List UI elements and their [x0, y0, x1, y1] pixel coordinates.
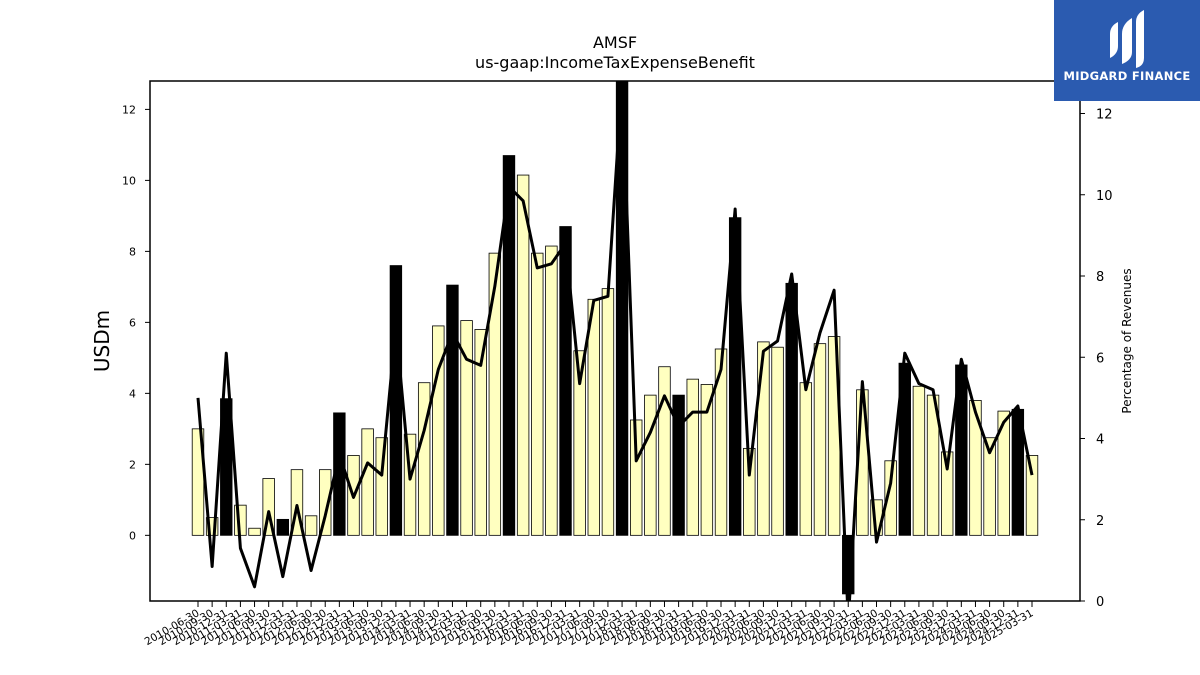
- bar: [502, 155, 516, 536]
- y-tick-label: 2: [129, 458, 136, 471]
- bar: [573, 350, 586, 536]
- logo-mark-icon: [1110, 10, 1144, 68]
- y2-tick-label: 2: [1096, 514, 1104, 529]
- bar: [432, 325, 445, 536]
- bar: [516, 174, 530, 536]
- bar: [757, 341, 770, 536]
- line-group: [196, 81, 1034, 601]
- bar: [474, 329, 487, 536]
- y-axis-label: USDm: [90, 310, 114, 372]
- bar: [686, 378, 699, 536]
- bar: [262, 478, 275, 536]
- y2-tick-label: 0: [1096, 595, 1104, 610]
- bar: [319, 469, 332, 536]
- bar: [545, 245, 558, 536]
- bar: [361, 428, 374, 536]
- bar: [813, 343, 827, 536]
- bar: [290, 469, 304, 536]
- series-line: [196, 81, 1034, 601]
- bar: [205, 517, 219, 536]
- bar-group: [191, 81, 1039, 595]
- y-tick-label: 8: [129, 245, 136, 258]
- plot-frame: [149, 80, 1081, 602]
- bar: [446, 284, 459, 536]
- bar: [460, 320, 473, 536]
- bar: [969, 400, 982, 536]
- bar: [403, 433, 417, 536]
- y-tick-label: 12: [122, 103, 136, 116]
- bar: [912, 385, 926, 536]
- y2-tick-label: 6: [1096, 351, 1104, 366]
- bar: [276, 518, 290, 536]
- bar: [658, 366, 671, 536]
- bar: [559, 226, 572, 536]
- y2-tick-label: 4: [1096, 433, 1104, 448]
- bar: [983, 437, 996, 536]
- bar: [488, 252, 502, 536]
- bar: [785, 282, 798, 536]
- y-tick-label: 6: [129, 316, 136, 329]
- bar: [884, 460, 897, 536]
- bar: [389, 265, 403, 536]
- bar: [997, 410, 1010, 536]
- y2-tick-label: 8: [1096, 270, 1104, 285]
- bar: [304, 515, 318, 536]
- bar: [375, 437, 388, 536]
- bar: [799, 382, 813, 536]
- y-tick-label: 4: [129, 387, 136, 400]
- bar: [672, 394, 685, 536]
- bar: [630, 419, 643, 536]
- bar: [220, 398, 233, 536]
- y-tick-label: 0: [129, 529, 136, 542]
- bar: [714, 348, 728, 536]
- bar: [587, 298, 600, 536]
- bar: [615, 81, 629, 536]
- bar: [531, 252, 544, 536]
- y2-tick-label: 12: [1096, 108, 1113, 123]
- midgard-finance-logo: MIDGARD FINANCE: [1054, 0, 1200, 101]
- bar: [1025, 455, 1039, 536]
- bar: [417, 382, 431, 536]
- y2-axis-label: Percentage of Revenues: [1120, 268, 1134, 413]
- y2-tick-label: 10: [1096, 189, 1113, 204]
- chart-title: AMSF: [592, 33, 638, 52]
- y-tick-label: 10: [122, 174, 136, 187]
- bar: [601, 288, 615, 536]
- bar: [700, 384, 714, 536]
- bar: [248, 527, 261, 536]
- bar: [644, 394, 657, 536]
- bar: [771, 346, 784, 536]
- bar: [940, 451, 954, 536]
- chart-subtitle: us-gaap:IncomeTaxExpenseBenefit: [475, 53, 755, 72]
- logo-text: MIDGARD FINANCE: [1063, 69, 1191, 83]
